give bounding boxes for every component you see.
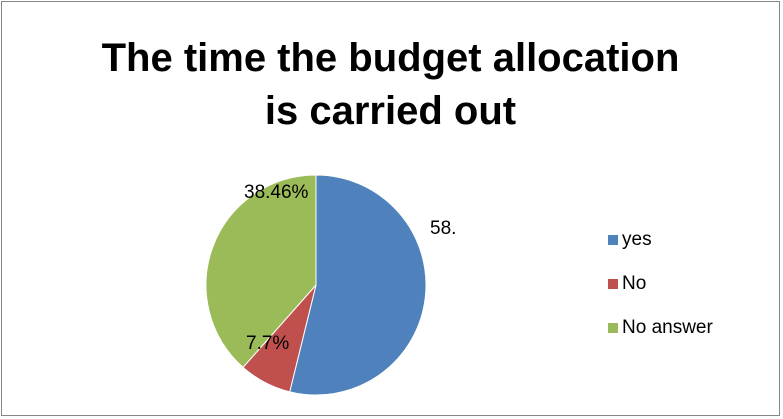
legend-item-yes: yes [608, 228, 713, 251]
chart-title-line-2: is carried out [264, 89, 517, 133]
legend-item-no-answer: No answer [608, 316, 713, 339]
pie-slice-no-answer [205, 174, 317, 369]
legend-item-no: No [608, 272, 713, 295]
legend-label-no-answer: No answer [622, 316, 713, 338]
legend: yes No No answer [608, 228, 713, 360]
legend-label-yes: yes [622, 228, 652, 250]
data-label-no: 7.7% [246, 333, 289, 354]
data-label-no-answer: 38.46% [244, 182, 309, 203]
data-label-yes: 58. [430, 218, 456, 239]
pie-slice-yes [289, 174, 427, 396]
legend-label-no: No [622, 272, 647, 294]
legend-swatch-yes [608, 234, 618, 245]
chart-title-line-1: The time the budget allocation [101, 36, 680, 80]
legend-swatch-no [608, 278, 618, 289]
chart-title: The time the budget allocation is carrie… [2, 32, 779, 138]
legend-swatch-no-answer [608, 322, 618, 333]
